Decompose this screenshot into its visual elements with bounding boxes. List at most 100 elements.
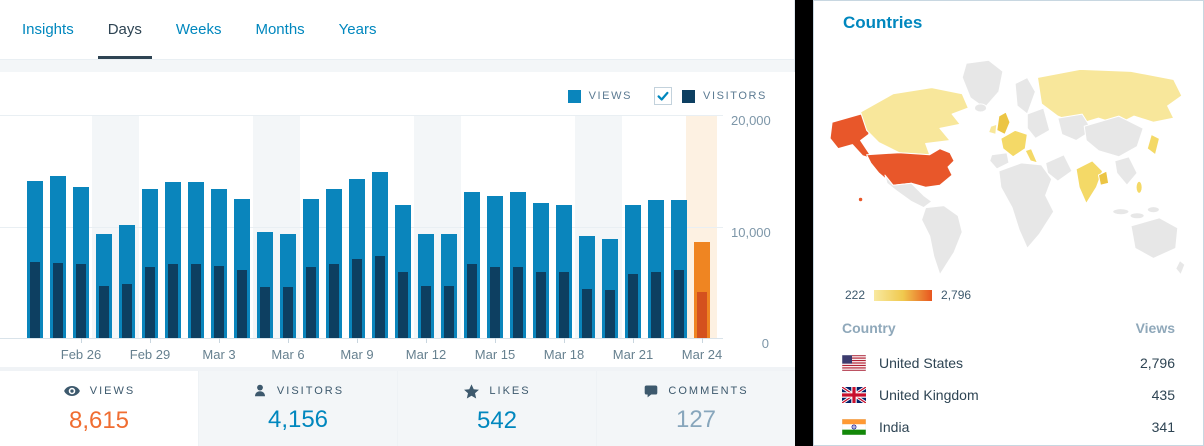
chart-bar-visitors[interactable]	[421, 286, 431, 338]
country-views: 435	[1151, 387, 1175, 403]
map-region-europe-west[interactable]	[1000, 129, 1028, 158]
map-region-russia[interactable]	[1036, 68, 1183, 125]
tab-insights[interactable]: Insights	[22, 21, 74, 38]
chart-bar-visitors[interactable]	[329, 264, 339, 338]
map-region-scandinavia[interactable]	[1014, 76, 1036, 115]
chart-bar-visitors[interactable]	[99, 285, 109, 338]
map-region-bangladesh[interactable]	[1097, 170, 1110, 186]
legend-visitors: VISITORS	[654, 87, 767, 105]
map-region-australia[interactable]	[1130, 217, 1179, 259]
chart-bar-visitors[interactable]	[168, 264, 178, 338]
chart-bar-visitors[interactable]	[306, 267, 316, 338]
map-region-indonesia[interactable]	[1129, 212, 1145, 220]
tab-years[interactable]: Years	[338, 21, 377, 38]
map-region-new-zealand[interactable]	[1175, 259, 1186, 276]
chart-bar-visitors[interactable]	[145, 266, 155, 338]
map-region-usa[interactable]	[866, 148, 955, 188]
visitors-swatch-icon	[682, 89, 696, 103]
chart-bar-visitors[interactable]	[76, 264, 86, 338]
chart-bar-visitors[interactable]	[237, 270, 247, 338]
map-region-canada[interactable]	[860, 87, 969, 156]
chart-bar-visitors[interactable]	[536, 272, 546, 338]
map-region-japan[interactable]	[1146, 133, 1160, 156]
x-axis-tick	[150, 338, 151, 343]
tab-weeks[interactable]: Weeks	[175, 21, 222, 38]
y-axis-label: 10,000	[731, 224, 771, 240]
chart-bar-visitors[interactable]	[191, 263, 201, 338]
x-axis-label: Feb 26	[60, 347, 102, 362]
chart-bar-visitors[interactable]	[122, 283, 132, 338]
legend-views-label: VIEWS	[588, 90, 633, 102]
map-region-uk[interactable]	[996, 111, 1011, 135]
visitors-checkbox[interactable]	[654, 87, 673, 105]
stat-cell-likes[interactable]: LIKES 542	[397, 371, 596, 446]
panel-divider	[795, 0, 813, 446]
india-flag-icon	[842, 419, 866, 435]
world-map[interactable]	[826, 57, 1192, 283]
map-region-china[interactable]	[1083, 115, 1144, 158]
scale-max-value: 2,796	[941, 288, 972, 302]
countries-table: United States 2,796 United Kingdom 435 I…	[814, 347, 1203, 443]
x-axis-tick	[633, 338, 634, 343]
map-region-central-asia[interactable]	[1057, 113, 1093, 142]
map-region-indonesia[interactable]	[1112, 208, 1130, 216]
map-region-greenland[interactable]	[961, 59, 1004, 109]
chart-bar-visitors[interactable]	[352, 258, 362, 338]
map-region-philippines[interactable]	[1135, 180, 1143, 194]
stat-cell-views[interactable]: VIEWS 8,615	[0, 371, 198, 446]
chart-bar-visitors[interactable]	[582, 288, 592, 338]
x-axis-tick	[81, 338, 82, 343]
map-region-hawaii[interactable]	[857, 196, 864, 203]
map-region-iceland[interactable]	[973, 103, 988, 113]
chart-legend: VIEWS VISITORS	[567, 87, 767, 105]
chart-bar-visitors[interactable]	[375, 255, 385, 338]
map-region-se-asia[interactable]	[1114, 156, 1138, 186]
stat-comments-label: COMMENTS	[668, 385, 749, 397]
x-axis-tick	[426, 338, 427, 343]
x-axis-label: Mar 6	[271, 347, 305, 362]
chart-bar-visitors[interactable]	[283, 286, 293, 338]
map-region-italy[interactable]	[1024, 148, 1038, 164]
map-region-europe-east[interactable]	[1026, 107, 1051, 139]
chart-bar-visitors[interactable]	[490, 267, 500, 338]
chart-bar-visitors[interactable]	[513, 267, 523, 338]
table-row: India 341	[814, 411, 1203, 443]
chart-bar-visitors[interactable]	[214, 265, 224, 338]
map-region-india[interactable]	[1075, 160, 1104, 205]
chart-bar-visitors[interactable]	[53, 262, 63, 338]
x-axis-tick	[357, 338, 358, 343]
chart-bar-visitors[interactable]	[398, 272, 408, 338]
x-axis-label: Mar 24	[681, 347, 723, 362]
x-axis-label: Mar 15	[474, 347, 516, 362]
map-region-africa[interactable]	[998, 162, 1055, 249]
chart-bar-visitors[interactable]	[651, 271, 661, 338]
chart-bar-visitors[interactable]	[697, 291, 707, 338]
chart-bar-visitors[interactable]	[559, 272, 569, 338]
map-region-south-america[interactable]	[921, 205, 963, 276]
chart-bar-visitors[interactable]	[674, 270, 684, 338]
map-color-scale: 222 2,796	[845, 288, 971, 302]
chart-bar-visitors[interactable]	[444, 285, 454, 338]
chart-bar-visitors[interactable]	[30, 262, 40, 338]
y-axis-label: 0	[761, 336, 769, 351]
countries-card: Countries	[813, 0, 1204, 446]
chart-bar-visitors[interactable]	[260, 286, 270, 338]
x-axis-tick	[702, 338, 703, 343]
country-name: United Kingdom	[879, 387, 979, 403]
stat-views-label: VIEWS	[89, 385, 136, 397]
stat-cell-comments[interactable]: COMMENTS 127	[596, 371, 795, 446]
map-region-ireland[interactable]	[988, 123, 998, 135]
uk-flag-icon	[842, 387, 866, 403]
tab-months[interactable]: Months	[255, 21, 305, 38]
stat-cell-visitors[interactable]: VISITORS 4,156	[198, 371, 397, 446]
chart-bar-visitors[interactable]	[628, 273, 638, 338]
map-region-mexico[interactable]	[884, 174, 933, 209]
chart-bar-visitors[interactable]	[467, 264, 477, 338]
map-region-middle-east[interactable]	[1045, 154, 1073, 182]
chart-bar-visitors[interactable]	[605, 290, 615, 338]
bar-chart: 20,000 10,000 0 Feb 26 Feb 29 Mar 3 Mar 6 Mar 9…	[0, 113, 771, 362]
map-region-iberia[interactable]	[989, 152, 1010, 170]
tab-days[interactable]: Days	[97, 0, 153, 59]
map-region-indonesia[interactable]	[1146, 206, 1160, 214]
table-row: United Kingdom 435	[814, 379, 1203, 411]
